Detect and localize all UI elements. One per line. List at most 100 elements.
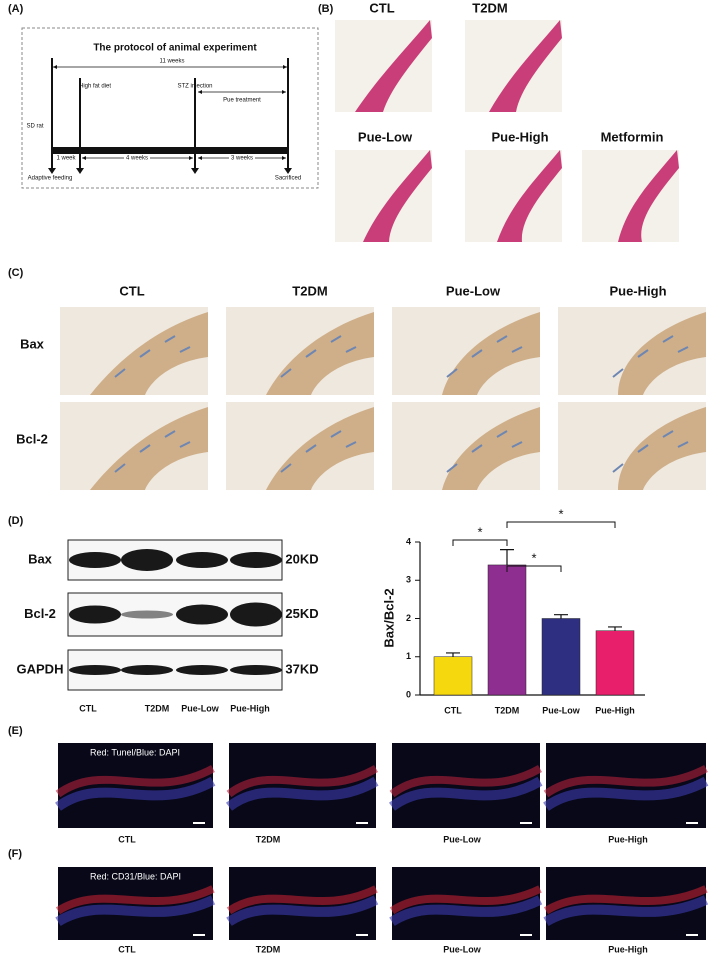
- stain-label: Red: Tunel/Blue: DAPI: [90, 747, 180, 757]
- group-label: Pue-High: [609, 283, 666, 298]
- error-bar: [500, 549, 514, 565]
- tissue-signal: [389, 895, 543, 927]
- vessel-wall: [266, 312, 374, 395]
- group-label: CTL: [119, 283, 144, 298]
- band: [230, 665, 282, 675]
- stain-label: Red: CD31/Blue: DAPI: [90, 871, 181, 881]
- group-label: CTL: [369, 0, 394, 15]
- scale-bar: [520, 822, 532, 824]
- tissue-signal: [225, 776, 379, 811]
- band: [121, 610, 173, 619]
- group-label: T2DM: [472, 0, 507, 15]
- y-tick-label: 1: [406, 651, 411, 661]
- panel-label: (C): [8, 267, 24, 279]
- arrow-head: [48, 168, 56, 174]
- group-label: Pue-High: [608, 944, 648, 954]
- lane-label: T2DM: [145, 703, 170, 713]
- significance-star: *: [477, 524, 482, 539]
- bar: [541, 618, 581, 696]
- tissue-signal: [226, 765, 378, 798]
- scale-bar: [686, 822, 698, 824]
- scale-bar: [356, 934, 368, 936]
- tissue-signal: [389, 765, 542, 798]
- group-label: T2DM: [256, 834, 281, 844]
- bar: [433, 656, 473, 696]
- scale-bar: [356, 822, 368, 824]
- duration: 11 weeks: [160, 59, 185, 65]
- vessel-wall: [618, 150, 679, 242]
- vessel-wall: [355, 20, 432, 112]
- row-label: Bcl-2: [16, 431, 48, 446]
- group-label: T2DM: [256, 944, 281, 954]
- nuclei: [280, 335, 357, 378]
- group-label: Pue-High: [608, 834, 648, 844]
- panel-label: (F): [8, 848, 22, 860]
- scale-bar: [193, 822, 205, 824]
- nuclei: [114, 430, 191, 473]
- nuclei: [612, 430, 689, 473]
- size-label: 37KD: [285, 661, 318, 676]
- tissue-signal: [55, 895, 216, 927]
- x-tick-label: T2DM: [495, 705, 520, 715]
- phase-label: 1 week: [56, 156, 76, 162]
- tissue-signal: [55, 764, 215, 798]
- phase-label: 4 weeks: [126, 156, 148, 162]
- size-label: 25KD: [285, 606, 318, 621]
- nuclei: [446, 335, 523, 378]
- vessel-wall: [489, 20, 562, 112]
- vessel-wall: [618, 312, 706, 395]
- y-tick-label: 0: [406, 689, 411, 699]
- lane-label: Pue-Low: [181, 703, 219, 713]
- bar: [487, 564, 527, 696]
- group-label: Pue-Low: [443, 834, 481, 844]
- tissue-signal: [543, 885, 708, 915]
- phase-bg: [229, 154, 255, 162]
- protocol-box: [21, 27, 319, 189]
- treatment-label: Pue treatment: [223, 98, 261, 104]
- nuclei: [280, 430, 357, 473]
- nuclei: [114, 335, 191, 378]
- protein-label: Bax: [28, 551, 53, 566]
- start-label: SD rat: [26, 124, 43, 130]
- band: [176, 552, 228, 568]
- timeline-bar: [52, 147, 288, 154]
- y-axis-label: Bax/Bcl-2: [381, 588, 396, 647]
- bar: [595, 630, 635, 696]
- group-label: T2DM: [292, 283, 327, 298]
- band: [69, 552, 121, 568]
- vessel-wall: [618, 407, 706, 490]
- stz-label: STZ injection: [177, 84, 212, 90]
- tissue-signal: [388, 776, 543, 811]
- band: [121, 665, 173, 675]
- end-label: Sacrificed: [275, 176, 301, 182]
- phase-label: 3 weeks: [231, 156, 253, 162]
- group-label: Pue-Low: [358, 129, 413, 144]
- band: [230, 552, 282, 568]
- panel-label: (D): [8, 515, 24, 527]
- group-label: CTL: [118, 834, 136, 844]
- lane-label: CTL: [79, 703, 97, 713]
- significance-bracket: [506, 521, 616, 528]
- size-label: 20KD: [285, 551, 318, 566]
- phase-bg: [53, 154, 79, 162]
- protocol-title: The protocol of animal experiment: [93, 43, 257, 54]
- arrow-head: [76, 168, 84, 174]
- band: [176, 665, 228, 675]
- adaptive-label: Adaptive feeding: [28, 176, 73, 182]
- band: [69, 605, 121, 624]
- panel-label: (A): [8, 3, 24, 15]
- tissue-signal: [543, 895, 709, 927]
- error-bar: [554, 614, 568, 619]
- protein-label: GAPDH: [17, 661, 64, 676]
- nuclei: [612, 335, 689, 378]
- arrow-head: [284, 168, 292, 174]
- scale-bar: [193, 934, 205, 936]
- y-tick-label: 4: [406, 536, 411, 546]
- vessel-wall: [442, 407, 540, 490]
- vessel-wall: [442, 312, 540, 395]
- x-tick-label: Pue-High: [595, 705, 635, 715]
- hfd-label: High fat diet: [79, 84, 111, 90]
- tissue-signal: [389, 885, 542, 915]
- scale-bar: [520, 934, 532, 936]
- tissue-signal: [543, 776, 709, 811]
